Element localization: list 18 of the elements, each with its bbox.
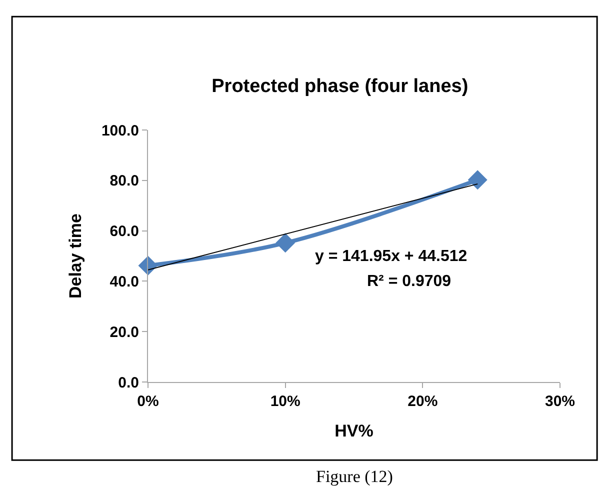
x-tick-label: 0% — [137, 393, 159, 410]
y-tick-label: 100.0 — [101, 122, 139, 140]
y-tick-label: 40.0 — [110, 273, 139, 290]
annotation: y = 141.95x + 44.512 — [315, 248, 468, 265]
y-tick-label: 80.0 — [110, 172, 139, 190]
x-tick-label: 10% — [270, 393, 300, 410]
y-tick-label: 60.0 — [110, 223, 139, 240]
point — [276, 233, 296, 253]
x-tick-label: 30% — [544, 393, 576, 410]
point — [468, 170, 488, 190]
chart-title: Protected phase (four lanes) — [212, 76, 468, 98]
x-axis-title: HV% — [334, 421, 374, 440]
annotation: R² = 0.9709 — [367, 273, 452, 290]
text: Figure (12) — [316, 467, 393, 486]
y-axis-title: Delay time — [66, 213, 86, 299]
y-tick-label: 20.0 — [110, 324, 139, 341]
x-tick-label: 20% — [408, 393, 438, 410]
y-tick-label: 0.0 — [118, 374, 139, 392]
